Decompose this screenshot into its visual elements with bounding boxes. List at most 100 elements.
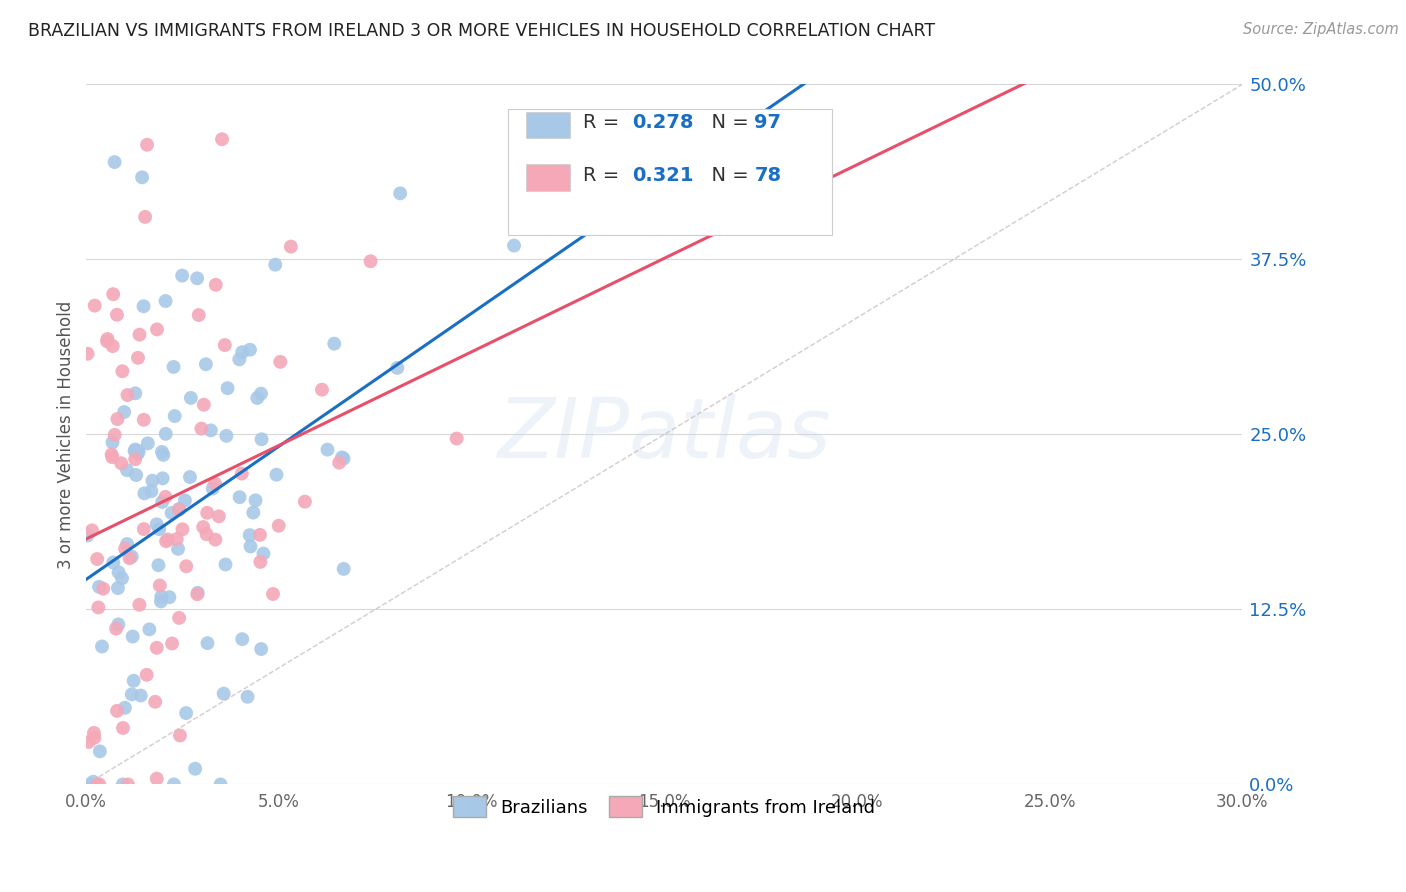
- Point: [167, 502, 190, 516]
- FancyBboxPatch shape: [526, 164, 569, 191]
- Point: [250, 432, 273, 446]
- Point: [162, 359, 184, 374]
- Point: [83, 726, 105, 740]
- Point: [141, 484, 163, 499]
- Point: [212, 687, 235, 701]
- Point: [186, 587, 208, 601]
- Point: [204, 476, 226, 491]
- Point: [239, 540, 262, 554]
- Point: [128, 598, 150, 612]
- Point: [214, 558, 236, 572]
- Point: [186, 271, 208, 285]
- Point: [150, 445, 173, 459]
- Point: [124, 444, 146, 458]
- Point: [145, 640, 167, 655]
- Point: [215, 429, 238, 443]
- Point: [174, 559, 197, 574]
- Point: [167, 611, 190, 625]
- Point: [114, 700, 136, 714]
- Point: [91, 640, 114, 654]
- Point: [103, 287, 125, 301]
- Point: [107, 566, 129, 580]
- Point: [163, 777, 186, 791]
- Point: [172, 268, 194, 283]
- Point: [86, 552, 108, 566]
- Point: [193, 398, 215, 412]
- Point: [122, 673, 145, 688]
- Point: [127, 446, 149, 460]
- Point: [121, 630, 143, 644]
- Point: [228, 352, 250, 367]
- Point: [111, 571, 134, 585]
- FancyBboxPatch shape: [508, 109, 832, 235]
- Point: [131, 170, 153, 185]
- Point: [107, 617, 129, 632]
- Point: [111, 364, 134, 378]
- Point: [262, 587, 284, 601]
- Point: [446, 432, 468, 446]
- Point: [125, 468, 148, 483]
- Point: [156, 533, 179, 547]
- Point: [101, 339, 124, 353]
- Point: [79, 777, 101, 791]
- Point: [104, 428, 127, 442]
- Point: [124, 452, 146, 467]
- Point: [174, 493, 197, 508]
- Point: [187, 308, 209, 322]
- Point: [166, 532, 188, 546]
- Text: R =: R =: [583, 166, 626, 185]
- Point: [101, 435, 124, 450]
- Point: [236, 690, 259, 704]
- Point: [204, 277, 226, 292]
- Point: [228, 490, 250, 504]
- Point: [246, 391, 269, 405]
- Point: [117, 388, 139, 402]
- Point: [160, 636, 183, 650]
- Point: [115, 463, 138, 477]
- Point: [197, 636, 219, 650]
- Point: [172, 522, 194, 536]
- Point: [208, 509, 231, 524]
- Point: [124, 442, 146, 457]
- Point: [143, 695, 166, 709]
- Point: [323, 336, 346, 351]
- Point: [135, 668, 157, 682]
- Point: [104, 155, 127, 169]
- Point: [117, 777, 139, 791]
- Point: [111, 721, 134, 735]
- Point: [245, 493, 267, 508]
- Point: [179, 470, 201, 484]
- Point: [110, 456, 132, 470]
- Point: [87, 600, 110, 615]
- Point: [80, 524, 103, 538]
- Point: [128, 444, 150, 458]
- Point: [330, 450, 353, 465]
- Point: [252, 547, 274, 561]
- Point: [160, 506, 183, 520]
- Point: [360, 254, 382, 268]
- Point: [152, 448, 174, 462]
- Point: [115, 537, 138, 551]
- Point: [211, 132, 233, 146]
- Text: ZIPatlas: ZIPatlas: [498, 394, 831, 475]
- Point: [662, 120, 685, 135]
- Point: [132, 522, 155, 536]
- Point: [107, 412, 129, 426]
- Point: [195, 527, 218, 541]
- Text: R =: R =: [583, 113, 626, 132]
- Point: [155, 426, 177, 441]
- Point: [201, 482, 224, 496]
- Point: [132, 413, 155, 427]
- Point: [83, 299, 105, 313]
- Point: [138, 623, 160, 637]
- Text: Source: ZipAtlas.com: Source: ZipAtlas.com: [1243, 22, 1399, 37]
- Text: 97: 97: [755, 113, 782, 132]
- Point: [82, 774, 104, 789]
- Point: [101, 450, 124, 465]
- Legend: Brazilians, Immigrants from Ireland: Brazilians, Immigrants from Ireland: [446, 789, 883, 824]
- Point: [118, 551, 141, 566]
- Point: [250, 642, 273, 657]
- Point: [239, 528, 262, 542]
- Point: [231, 345, 253, 359]
- Point: [194, 357, 217, 371]
